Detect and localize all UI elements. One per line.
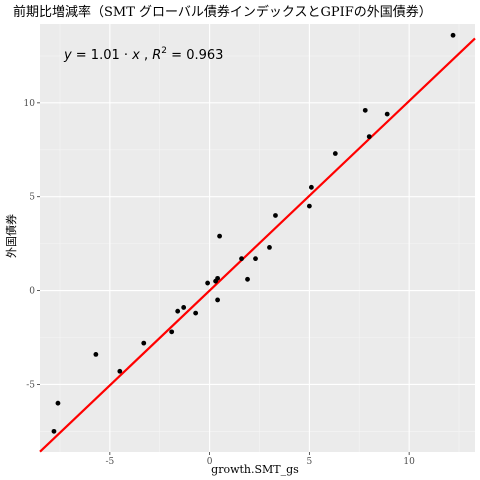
chart-title: 前期比増減率（SMT グローバル債券インデックスとGPIFの外国債券） <box>13 4 432 20</box>
data-point <box>362 107 368 113</box>
data-point <box>193 310 199 316</box>
data-point <box>450 32 456 38</box>
eq-rhs: = 1.01 · <box>72 48 132 63</box>
data-point <box>366 134 372 140</box>
data-point <box>306 203 312 209</box>
data-point <box>217 233 222 239</box>
data-point <box>51 428 57 434</box>
data-point <box>332 151 338 156</box>
y-tick-label: -5 <box>26 380 35 390</box>
eq-x: x <box>131 48 140 63</box>
eq-val: = 0.963 <box>167 48 223 63</box>
data-point <box>181 305 187 310</box>
data-point <box>245 276 250 282</box>
data-point <box>384 111 390 117</box>
data-point <box>93 351 99 357</box>
x-tick-label: 10 <box>403 457 415 467</box>
data-point <box>175 308 181 314</box>
regression-line <box>39 37 476 453</box>
y-axis-ticks: -5 0 5 10 <box>24 99 40 390</box>
eq-sep: , <box>140 48 152 63</box>
x-tick-label: -5 <box>105 457 114 467</box>
eq-r: R <box>152 48 161 63</box>
data-point <box>215 297 220 303</box>
fit-line-group <box>39 37 476 453</box>
data-point <box>117 368 123 374</box>
plot-panel <box>40 24 475 452</box>
data-point <box>239 256 244 262</box>
x-axis-title: growth.SMT_gs <box>211 463 299 476</box>
data-point <box>267 244 272 250</box>
data-point <box>55 400 61 406</box>
data-point <box>273 213 278 218</box>
grid-lines <box>40 24 475 452</box>
data-point <box>169 329 175 335</box>
eq-y: y <box>63 48 72 63</box>
y-tick-label: 10 <box>24 99 36 109</box>
x-tick-label: 5 <box>307 457 313 467</box>
data-point <box>141 340 147 346</box>
x-axis-ticks: -5 0 5 10 <box>105 452 415 467</box>
y-tick-label: 0 <box>29 287 35 297</box>
data-point <box>215 275 220 281</box>
data-point <box>308 184 314 190</box>
data-point <box>253 256 258 262</box>
regression-equation: y = 1.01 · x , R2 = 0.963 <box>63 46 223 63</box>
data-point <box>205 280 211 286</box>
y-tick-label: 5 <box>29 193 35 203</box>
eq-sup: 2 <box>161 46 167 56</box>
y-axis-title: 外国債券 <box>4 214 18 258</box>
data-points <box>51 32 456 434</box>
x-tick-label: 0 <box>207 457 213 467</box>
